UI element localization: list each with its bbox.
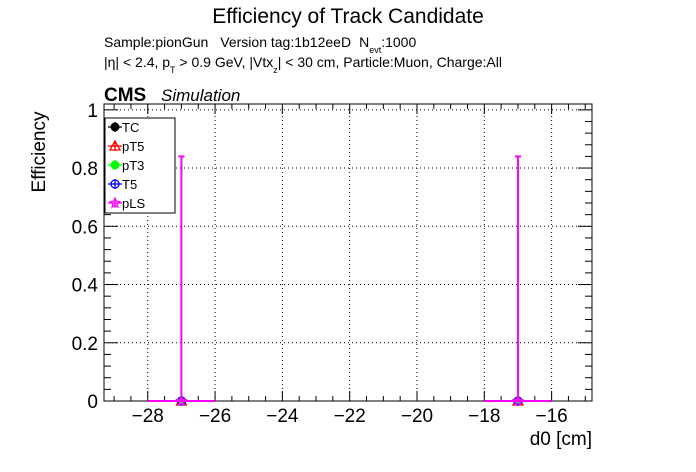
cms-simulation-label: Simulation (161, 86, 240, 105)
y-tick-label: 0 (87, 392, 98, 413)
pt-subscript: T (170, 65, 176, 75)
pt-cut: > 0.9 GeV, |Vtx (176, 54, 274, 70)
legend-label-t5: T5 (122, 177, 137, 192)
x-tick-label: −24 (266, 406, 299, 427)
legend-label-pt5: pT5 (122, 139, 144, 154)
legend-label-pt3: pT3 (122, 158, 144, 173)
legend: TC pT5 pT3 T5 pLS (104, 117, 176, 214)
x-tick-label: −26 (199, 406, 231, 427)
version-label: Version tag:1b12eeD (220, 34, 351, 50)
nevt-label: N (359, 34, 369, 50)
y-tick-label: 0.6 (72, 217, 98, 238)
axes: −28 −26 −24 −22 −20 −18 −16 0 0.2 0.4 0.6 0.8 1 (72, 101, 593, 427)
legend-marker-pls (108, 196, 122, 209)
x-tick-label: −20 (401, 406, 433, 427)
subtitle-line-2: |η| < 2.4, pT > 0.9 GeV, |Vtxz| < 30 cm,… (104, 54, 502, 75)
cms-label: CMS (104, 85, 146, 106)
subtitle-line-1: Sample:pionGun Version tag:1b12eeD Nevt:10… (104, 34, 416, 55)
y-tick-label: 1 (87, 101, 98, 122)
y-tick-label: 0.4 (72, 276, 99, 297)
y-tick-label: 0.2 (72, 334, 98, 355)
x-axis-title: d0 [cm] (530, 429, 592, 450)
legend-marker-tc (110, 122, 120, 132)
x-tick-label: −28 (132, 406, 164, 427)
x-tick-label: −18 (468, 406, 500, 427)
plot-frame (103, 103, 593, 402)
x-tick-label: −16 (535, 406, 567, 427)
legend-marker-t5 (110, 179, 120, 189)
nevt-value: :1000 (381, 34, 416, 50)
y-axis-title: Efficiency (29, 111, 50, 192)
legend-marker-pt3 (110, 160, 120, 170)
sample-label: Sample:pionGun (104, 34, 208, 50)
x-tick-label: −22 (334, 406, 366, 427)
data-points (147, 155, 552, 407)
legend-label-tc: TC (122, 120, 139, 135)
y-tick-label: 0.8 (72, 159, 98, 180)
point-pls (511, 394, 525, 407)
selection-rest: | < 30 cm, Particle:Muon, Charge:All (278, 54, 502, 70)
chart-title: Efficiency of Track Candidate (212, 5, 484, 28)
nevt-subscript: evt (369, 45, 382, 55)
point-pls (175, 394, 188, 407)
vtx-subscript: z (273, 65, 278, 75)
legend-marker-pt5 (108, 139, 122, 151)
grid-lines (104, 104, 592, 401)
eta-cut: |η| < 2.4, p (104, 54, 170, 70)
legend-label-pls: pLS (122, 196, 145, 211)
